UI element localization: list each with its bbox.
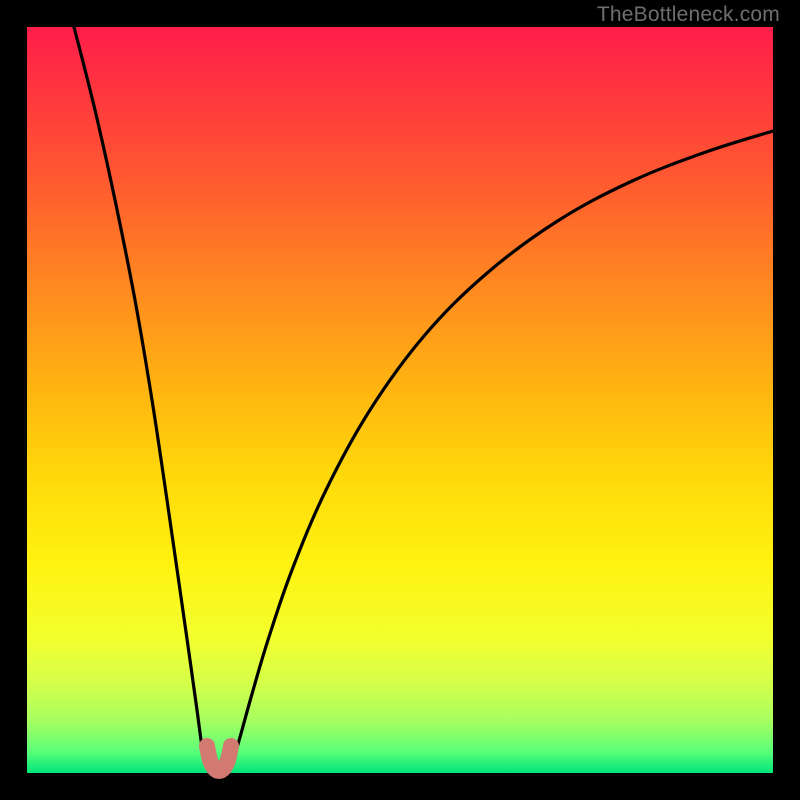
cusp-marker [0, 0, 800, 800]
cusp-marker-path [207, 746, 231, 771]
watermark-text: TheBottleneck.com [597, 3, 780, 27]
chart-container: TheBottleneck.com [0, 0, 800, 800]
